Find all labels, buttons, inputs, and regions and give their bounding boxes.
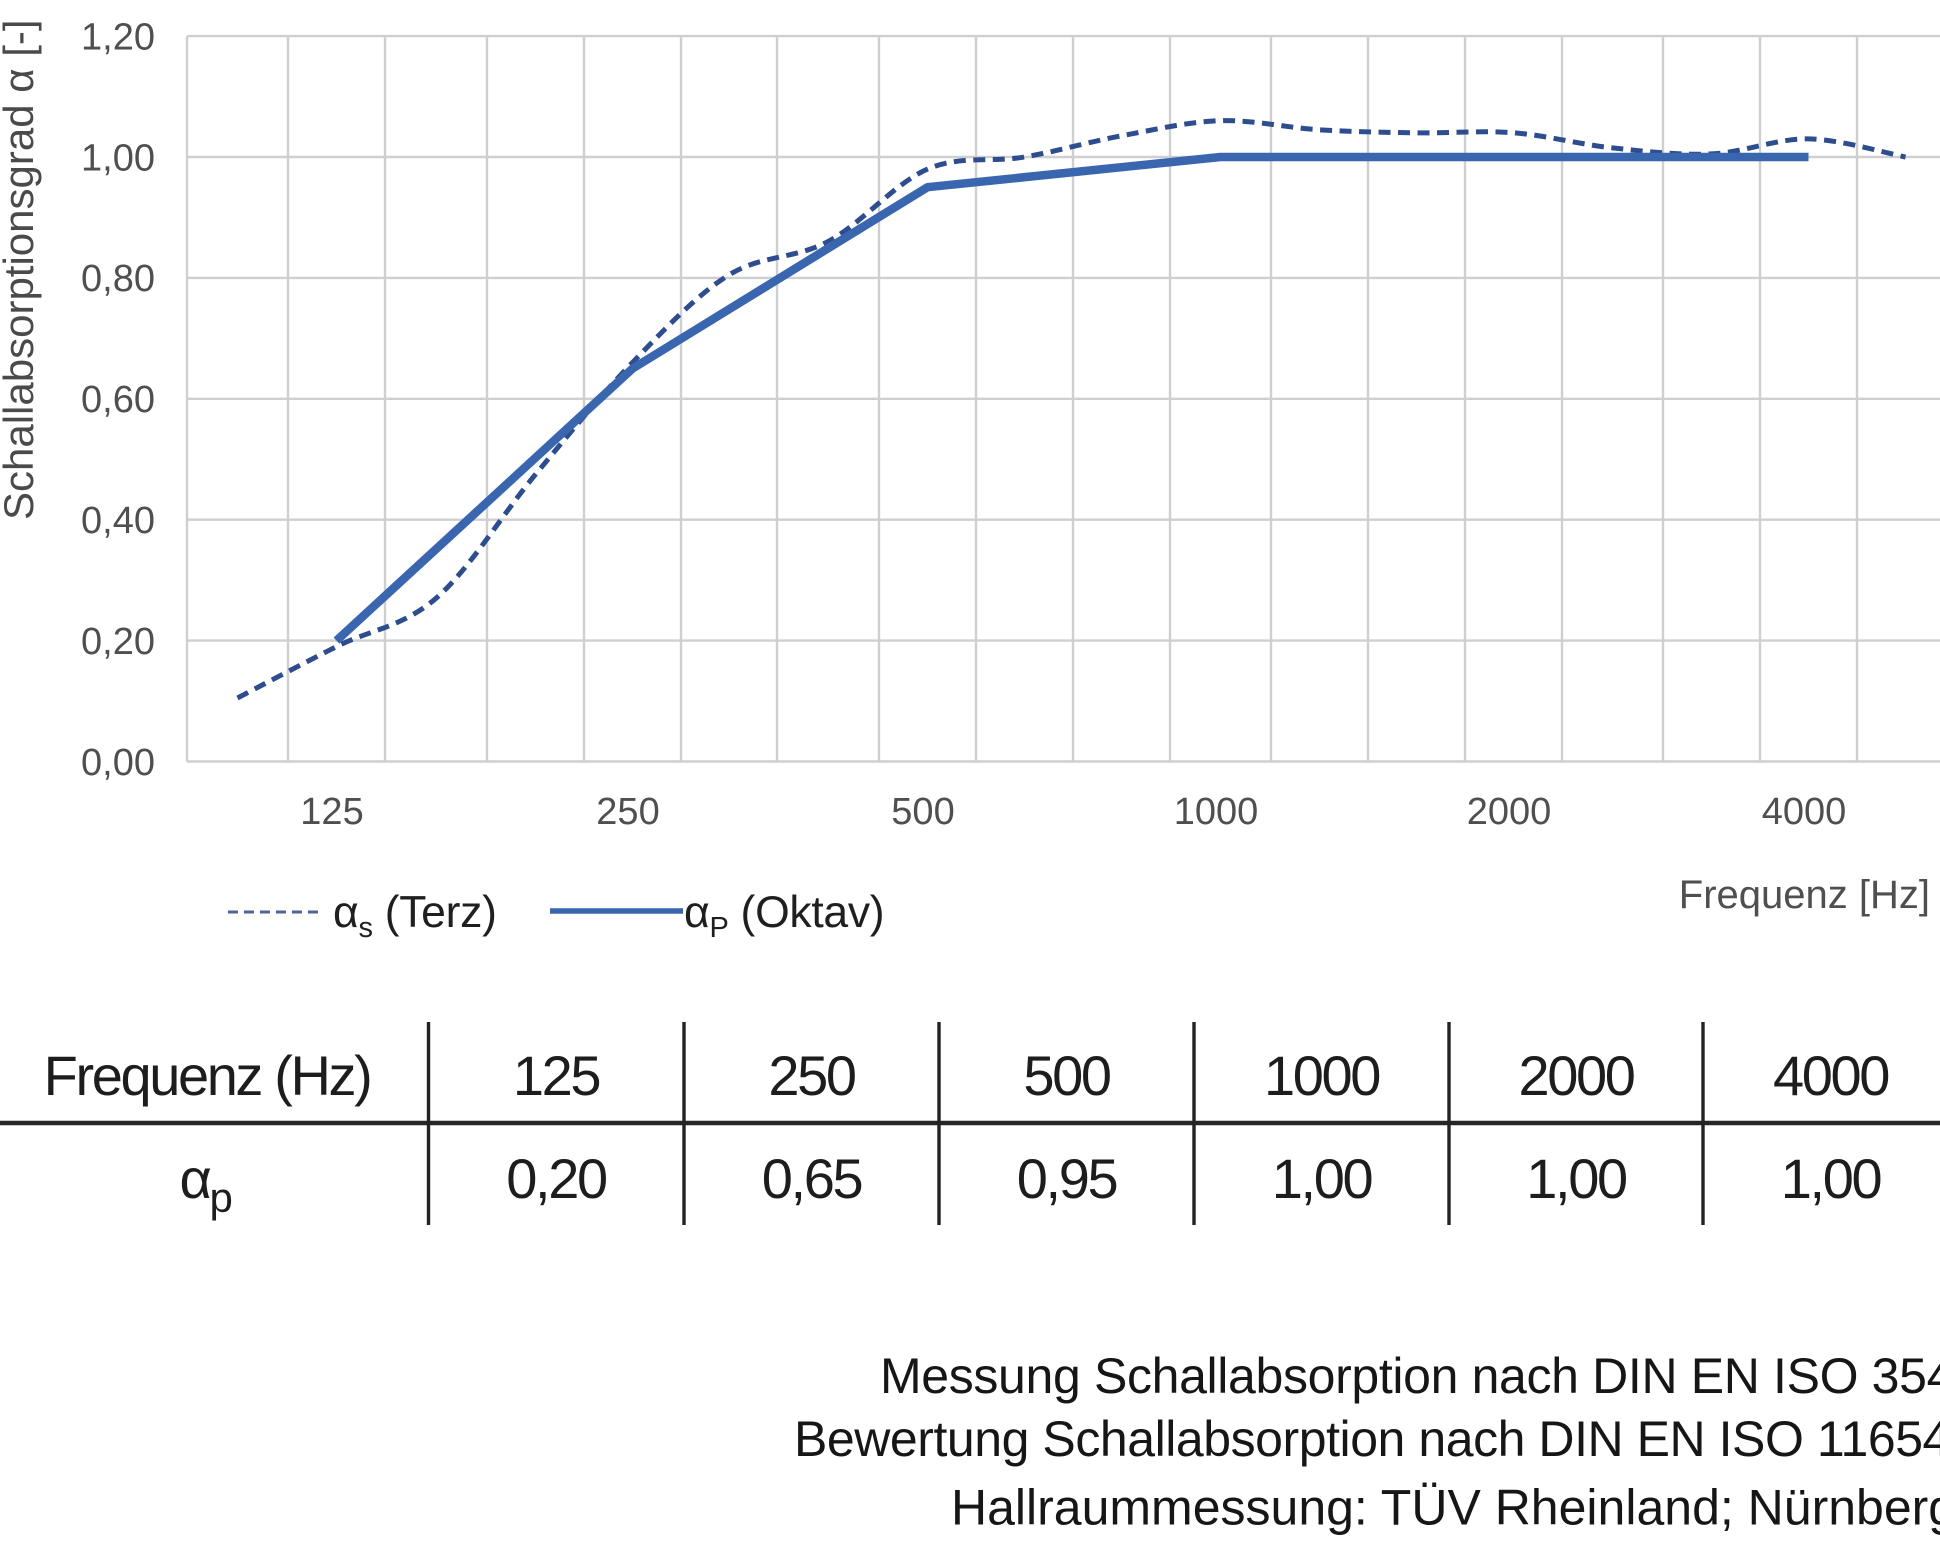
svg-text:1000: 1000 xyxy=(1174,791,1259,833)
svg-text:0,20: 0,20 xyxy=(81,621,155,663)
svg-text:Frequenz (Hz): Frequenz (Hz) xyxy=(44,1044,371,1107)
svg-text:2000: 2000 xyxy=(1519,1044,1634,1107)
svg-text:250: 250 xyxy=(596,791,659,833)
svg-text:0,95: 0,95 xyxy=(1017,1147,1117,1210)
svg-text:125: 125 xyxy=(513,1044,599,1107)
svg-text:1,00: 1,00 xyxy=(81,137,155,179)
svg-text:0,80: 0,80 xyxy=(81,258,155,300)
svg-text:4000: 4000 xyxy=(1773,1044,1888,1107)
svg-text:1,20: 1,20 xyxy=(81,16,155,58)
svg-text:1,00: 1,00 xyxy=(1781,1147,1881,1210)
svg-text:500: 500 xyxy=(891,791,954,833)
svg-text:0,40: 0,40 xyxy=(81,500,155,542)
svg-text:Messung Schallabsorption nach: Messung Schallabsorption nach DIN EN ISO… xyxy=(880,1348,1940,1404)
svg-text:2000: 2000 xyxy=(1467,791,1552,833)
svg-text:Frequenz [Hz]: Frequenz [Hz] xyxy=(1679,873,1930,917)
svg-text:4000: 4000 xyxy=(1762,791,1847,833)
svg-text:1,00: 1,00 xyxy=(1526,1147,1626,1210)
svg-text:0,60: 0,60 xyxy=(81,379,155,421)
svg-text:1,00: 1,00 xyxy=(1272,1147,1372,1210)
svg-text:125: 125 xyxy=(300,791,363,833)
svg-text:1000: 1000 xyxy=(1264,1044,1379,1107)
svg-text:Hallraummessung: TÜV Rheinland: Hallraummessung: TÜV Rheinland; Nürnberg xyxy=(951,1479,1940,1535)
svg-text:500: 500 xyxy=(1023,1044,1109,1107)
svg-text:Schallabsorptionsgrad α [-]: Schallabsorptionsgrad α [-] xyxy=(0,19,42,520)
svg-text:αs (Terz): αs (Terz) xyxy=(333,888,497,944)
svg-text:Bewertung Schallabsorption nac: Bewertung Schallabsorption nach DIN EN I… xyxy=(794,1411,1940,1467)
svg-text:0,00: 0,00 xyxy=(81,742,155,784)
svg-text:0,20: 0,20 xyxy=(506,1147,606,1210)
svg-text:0,65: 0,65 xyxy=(762,1147,862,1210)
svg-text:250: 250 xyxy=(768,1044,854,1107)
